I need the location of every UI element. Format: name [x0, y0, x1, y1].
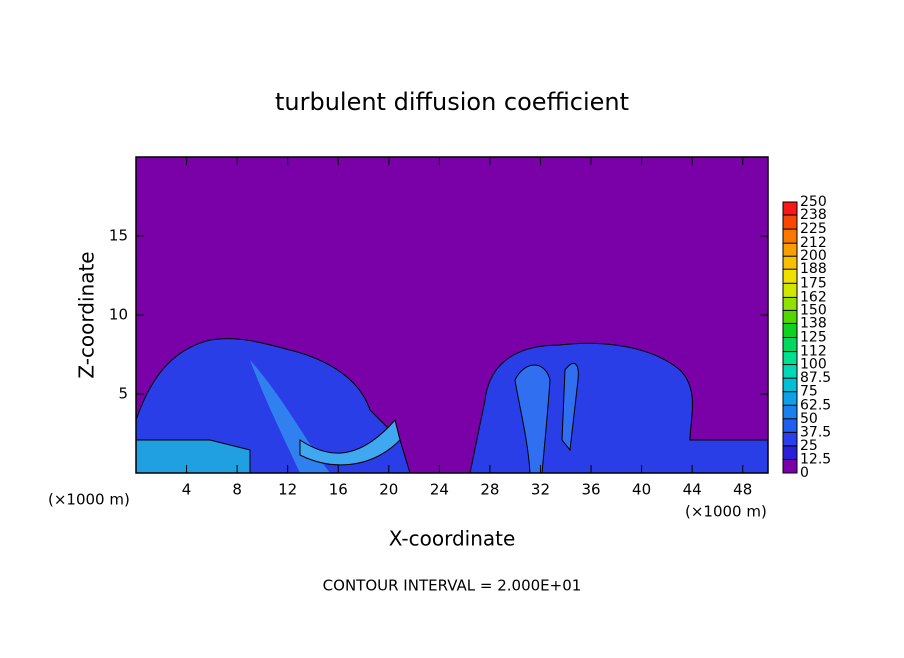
- x-tick-label: 8: [232, 481, 242, 499]
- x-tick-label: 20: [379, 481, 398, 499]
- colorbar-label: 75: [800, 384, 818, 400]
- x-tick-label: 4: [182, 481, 192, 499]
- field-region: [299, 418, 401, 466]
- colorbar-label: 37.5: [800, 424, 831, 440]
- colorbar-label: 100: [800, 357, 827, 373]
- colorbar-segment: [783, 297, 797, 311]
- y-tick-label: 15: [109, 227, 128, 245]
- y-tick-label: 10: [109, 306, 128, 324]
- colorbar-segment: [783, 310, 797, 324]
- field-region: [514, 364, 551, 474]
- colorbar-segment: [783, 459, 797, 473]
- colorbar-segment: [783, 269, 797, 284]
- colorbar-label: 50: [800, 411, 818, 427]
- colorbar-label: 62.5: [800, 397, 831, 413]
- colorbar-segment: [783, 229, 797, 244]
- x-tick-label: 16: [329, 481, 348, 499]
- colorbar-label: 162: [800, 289, 827, 305]
- colorbar-label: 250: [800, 194, 827, 210]
- colorbar-segment: [783, 391, 797, 406]
- colorbar-label: 25: [800, 438, 818, 454]
- x-tick-label: 28: [480, 481, 499, 499]
- colorbar-segment: [783, 445, 797, 460]
- x-tick-label: 48: [733, 481, 752, 499]
- colorbar-label: 238: [800, 207, 827, 223]
- field-region: [250, 360, 330, 473]
- x-tick-label: 36: [581, 481, 600, 499]
- colorbar-segment: [783, 323, 797, 338]
- colorbar-label: 212: [800, 235, 827, 251]
- x-unit-label: (×1000 m): [48, 491, 130, 509]
- colorbar-label: 12.5: [800, 451, 831, 467]
- colorbar-segment: [783, 256, 797, 270]
- colorbar-segment: [783, 378, 797, 392]
- colorbar-label: 175: [800, 275, 827, 291]
- colorbar-segment: [783, 243, 797, 257]
- colorbar-segment: [783, 364, 797, 379]
- colorbar-label: 125: [800, 330, 827, 346]
- colorbar-label: 225: [800, 221, 827, 237]
- colorbar-segment: [783, 215, 797, 230]
- colorbar-segment: [783, 202, 797, 216]
- colorbar-label: 87.5: [800, 370, 831, 386]
- x-axis-label: X-coordinate: [389, 527, 516, 551]
- colorbar-label: 150: [800, 302, 827, 318]
- colorbar-label: 200: [800, 248, 827, 264]
- footnote: CONTOUR INTERVAL = 2.000E+01: [323, 577, 582, 595]
- x-tick-label: 32: [531, 481, 550, 499]
- colorbar-segment: [783, 351, 797, 365]
- colorbar-segment: [783, 432, 797, 446]
- colorbar-segment: [783, 283, 797, 298]
- y-axis-label: Z-coordinate: [75, 251, 99, 378]
- field-region: [561, 362, 579, 452]
- x-tick-label: 40: [632, 481, 651, 499]
- field: [135, 338, 769, 474]
- x-tick-label: 12: [278, 481, 297, 499]
- colorbar-segment: [783, 405, 797, 419]
- colorbar-segment: [783, 418, 797, 433]
- x-tick-label: 44: [683, 481, 702, 499]
- x-unit-label: (×1000 m): [685, 503, 767, 521]
- chart-title: turbulent diffusion coefficient: [275, 88, 629, 116]
- y-tick-label: 5: [118, 385, 128, 403]
- colorbar-segment: [783, 337, 797, 352]
- colorbar-label: 188: [800, 261, 827, 277]
- x-tick-label: 24: [430, 481, 449, 499]
- colorbar-label: 112: [800, 344, 827, 360]
- colorbar-label: 138: [800, 315, 827, 331]
- colorbar-label: 0: [800, 465, 809, 481]
